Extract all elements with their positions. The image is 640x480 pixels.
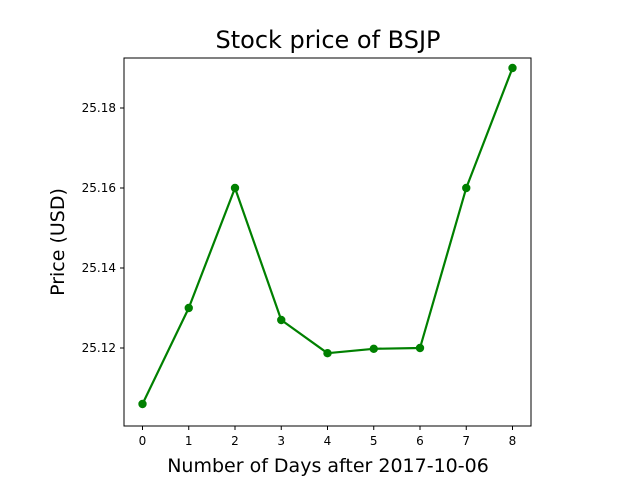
y-tick-label: 25.12 bbox=[82, 341, 116, 355]
plot-area-frame bbox=[123, 57, 532, 427]
data-point bbox=[277, 315, 286, 325]
y-axis-label: Price (USD) bbox=[47, 188, 69, 296]
data-point bbox=[508, 63, 517, 73]
y-axis: 25.12 25.14 25.16 25.18 bbox=[82, 101, 124, 355]
data-point bbox=[462, 183, 471, 193]
y-tick-label: 25.16 bbox=[82, 181, 116, 195]
x-axis-label: Number of Days after 2017-10-06 bbox=[167, 455, 489, 477]
x-tick-label: 2 bbox=[231, 434, 239, 448]
x-tick-label: 8 bbox=[509, 434, 517, 448]
chart-title: Stock price of BSJP bbox=[216, 26, 441, 54]
data-point bbox=[323, 349, 332, 358]
data-point bbox=[138, 399, 147, 409]
x-tick-label: 4 bbox=[324, 434, 332, 448]
x-tick-label: 3 bbox=[277, 434, 285, 448]
series-layer bbox=[138, 63, 517, 409]
x-axis: 0 1 2 3 4 5 6 7 8 bbox=[139, 426, 517, 448]
data-point bbox=[415, 343, 425, 353]
x-tick-label: 1 bbox=[185, 434, 193, 448]
y-tick-label: 25.14 bbox=[82, 261, 116, 275]
x-tick-label: 6 bbox=[416, 434, 424, 448]
x-tick-label: 0 bbox=[139, 434, 147, 448]
y-tick-label: 25.18 bbox=[82, 101, 116, 115]
data-point bbox=[230, 183, 240, 193]
data-point bbox=[184, 303, 193, 313]
x-tick-label: 5 bbox=[370, 434, 378, 448]
x-tick-label: 7 bbox=[462, 434, 470, 448]
data-point bbox=[369, 344, 378, 353]
